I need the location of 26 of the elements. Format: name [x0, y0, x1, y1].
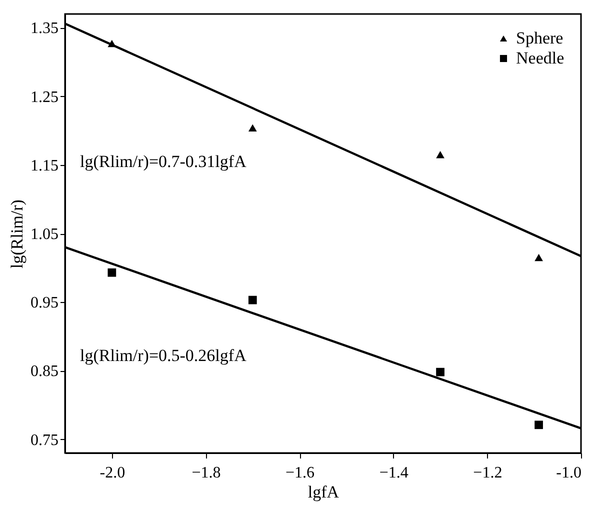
x-tick-label: -1.0 — [556, 464, 582, 482]
y-tick-label: 0.75 — [30, 432, 58, 449]
x-tick-label: −1.8 — [192, 464, 221, 482]
x-axis-title: lgfA — [308, 482, 340, 502]
y-tick-label: 1.05 — [30, 226, 58, 243]
point — [534, 254, 543, 262]
y-tick-label: 1.35 — [30, 20, 58, 38]
point — [436, 150, 444, 158]
x-tick-label: −1.2 — [473, 464, 502, 482]
x-tick-label: −1.6 — [286, 464, 315, 482]
annotation: lg(Rlim/r)=0.7-0.31lgfA — [80, 152, 248, 171]
y-tick-label: 0.85 — [30, 363, 58, 380]
legend-label: Needle — [516, 48, 564, 68]
point — [436, 368, 444, 376]
legend-label: Sphere — [516, 28, 564, 48]
point — [248, 296, 257, 304]
annotation: lg(Rlim/r)=0.5-0.26lgfA — [80, 346, 248, 365]
x-tick-label: −1.4 — [379, 464, 408, 482]
y-axis-title: lg(Rlim/r) — [8, 200, 26, 268]
point — [248, 124, 257, 132]
y-tick-label: 1.15 — [30, 157, 58, 174]
y-tick-label: 1.25 — [30, 88, 58, 106]
point — [108, 268, 116, 277]
point — [534, 420, 543, 430]
y-tick-label: 0.95 — [30, 294, 58, 312]
x-tick-label: -2.0 — [100, 464, 126, 482]
